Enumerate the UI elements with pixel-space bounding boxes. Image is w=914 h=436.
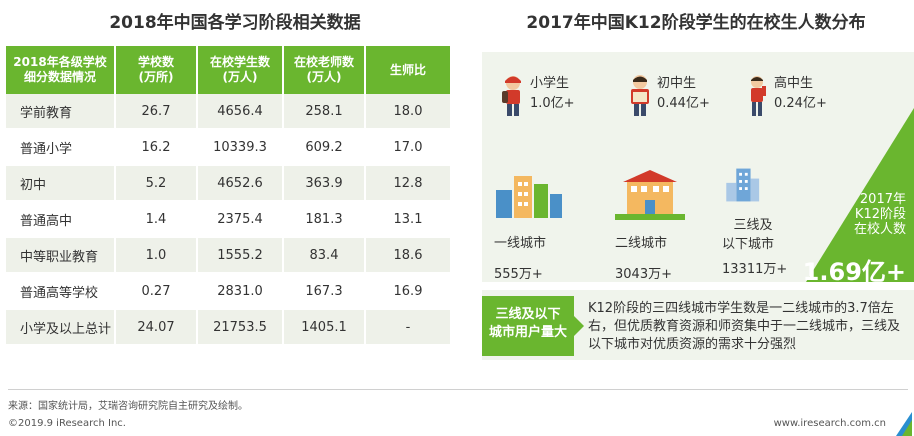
table-header-row: 2018年各级学校 细分数据情况 学校数 (万所) 在校学生数 (万人) 在校老师数(…	[6, 46, 450, 94]
distribution-panel: 2017年 K12阶段 在校人数 1.69亿+ 小学生 1.0亿+ 初中生 0.…	[482, 52, 914, 286]
city-label: 二线城市	[615, 236, 668, 251]
cell-ratio: 16.9	[366, 274, 450, 310]
distribution-title: 2017年中国K12阶段学生的在校生人数分布	[526, 13, 866, 33]
cell-category: 普通高等学校	[6, 274, 116, 310]
cell-category: 初中	[6, 166, 116, 202]
cell-category: 普通高中	[6, 202, 116, 238]
city-tier2: 二线城市 3043万+	[615, 170, 685, 282]
cell-ratio: 18.0	[366, 94, 450, 130]
footer-divider	[8, 389, 908, 390]
school-building-icon	[615, 170, 685, 220]
high-student-icon	[751, 76, 766, 116]
city-tier1: 一线城市 555万+	[494, 170, 564, 282]
cell-teachers: 1405.1	[284, 310, 366, 346]
cell-category: 小学及以上总计	[6, 310, 116, 346]
cell-schools: 1.0	[116, 238, 198, 274]
cell-category: 普通小学	[6, 130, 116, 166]
cell-teachers: 258.1	[284, 94, 366, 130]
cell-students: 4652.6	[198, 166, 284, 202]
cell-schools: 0.27	[116, 274, 198, 310]
cell-students: 4656.4	[198, 94, 284, 130]
insight-text: K12阶段的三四线城市学生数是一二线城市的3.7倍左右，但优质教育资源和师资集中…	[588, 301, 901, 352]
cell-teachers: 363.9	[284, 166, 366, 202]
table-row: 普通高等学校 0.27 2831.0 167.3 16.9	[6, 274, 450, 310]
website-link[interactable]: www.iresearch.com.cn	[773, 418, 886, 429]
header-students: 在校学生数 (万人)	[198, 46, 284, 94]
cell-schools: 5.2	[116, 166, 198, 202]
student-high: 高中生 0.24亿+	[744, 74, 827, 116]
cell-students: 10339.3	[198, 130, 284, 166]
student-label: 高中生	[774, 76, 814, 91]
insight-box: 三线及以下 城市用户量大 K12阶段的三四线城市学生数是一二线城市的3.7倍左右…	[482, 290, 914, 360]
student-middle: 初中生 0.44亿+	[627, 74, 710, 116]
header-ratio: 生师比	[366, 46, 450, 94]
cell-students: 2831.0	[198, 274, 284, 310]
city-label: 以下城市	[722, 237, 775, 252]
cell-teachers: 181.3	[284, 202, 366, 238]
student-label: 小学生	[530, 76, 570, 91]
city-value: 13311万+	[722, 262, 788, 277]
corner-logo-icon	[896, 412, 912, 436]
student-primary: 小学生 1.0亿+	[500, 74, 575, 116]
student-value: 0.44亿+	[657, 96, 710, 111]
copyright-text: ©2019.9 iResearch Inc.	[8, 418, 126, 429]
table-row: 中等职业教育 1.0 1555.2 83.4 18.6	[6, 238, 450, 274]
cell-students: 1555.2	[198, 238, 284, 274]
table-row: 普通小学 16.2 10339.3 609.2 17.0	[6, 130, 450, 166]
student-value: 1.0亿+	[530, 96, 575, 111]
cell-ratio: 18.6	[366, 238, 450, 274]
header-category: 2018年各级学校 细分数据情况	[6, 46, 116, 94]
cell-ratio: 17.0	[366, 130, 450, 166]
table-title: 2018年中国各学习阶段相关数据	[109, 13, 361, 33]
cell-students: 2375.4	[198, 202, 284, 238]
cell-schools: 1.4	[116, 202, 198, 238]
table-row: 小学及以上总计 24.07 21753.5 1405.1 -	[6, 310, 450, 346]
total-value: 1.69亿+	[802, 258, 906, 286]
cell-schools: 26.7	[116, 94, 198, 130]
city-label: 三线及	[733, 218, 773, 233]
source-note: 来源：国家统计局，艾瑞咨询研究院自主研究及绘制。	[8, 401, 248, 412]
city-buildings-icon	[496, 176, 562, 218]
city-value: 555万+	[494, 267, 543, 282]
cell-teachers: 167.3	[284, 274, 366, 310]
city-value: 3043万+	[615, 267, 672, 282]
education-data-table: 2018年各级学校 细分数据情况 学校数 (万所) 在校学生数 (万人) 在校老师数(…	[6, 46, 450, 346]
cell-students: 21753.5	[198, 310, 284, 346]
city-label: 一线城市	[494, 236, 547, 251]
cell-schools: 24.07	[116, 310, 198, 346]
student-label: 初中生	[657, 76, 697, 91]
total-label: 2017年 K12阶段 在校人数	[853, 192, 906, 237]
cell-category: 中等职业教育	[6, 238, 116, 274]
insight-callout: 三线及以下 城市用户量大	[482, 296, 584, 356]
middle-student-icon	[631, 75, 649, 116]
table-row: 初中 5.2 4652.6 363.9 12.8	[6, 166, 450, 202]
cell-ratio: 13.1	[366, 202, 450, 238]
city-tier3: 三线及 以下城市 13311万+	[722, 160, 787, 277]
cell-teachers: 83.4	[284, 238, 366, 274]
cell-teachers: 609.2	[284, 130, 366, 166]
tower-building-icon	[726, 168, 760, 202]
student-value: 0.24亿+	[774, 96, 827, 111]
cell-ratio: 12.8	[366, 166, 450, 202]
cell-ratio: -	[366, 310, 450, 346]
cell-schools: 16.2	[116, 130, 198, 166]
table-row: 学前教育 26.7 4656.4 258.1 18.0	[6, 94, 450, 130]
cell-category: 学前教育	[6, 94, 116, 130]
header-teachers: 在校老师数 (万人)	[284, 46, 366, 94]
primary-student-icon	[502, 76, 521, 116]
header-schools: 学校数 (万所)	[116, 46, 198, 94]
table-row: 普通高中 1.4 2375.4 181.3 13.1	[6, 202, 450, 238]
